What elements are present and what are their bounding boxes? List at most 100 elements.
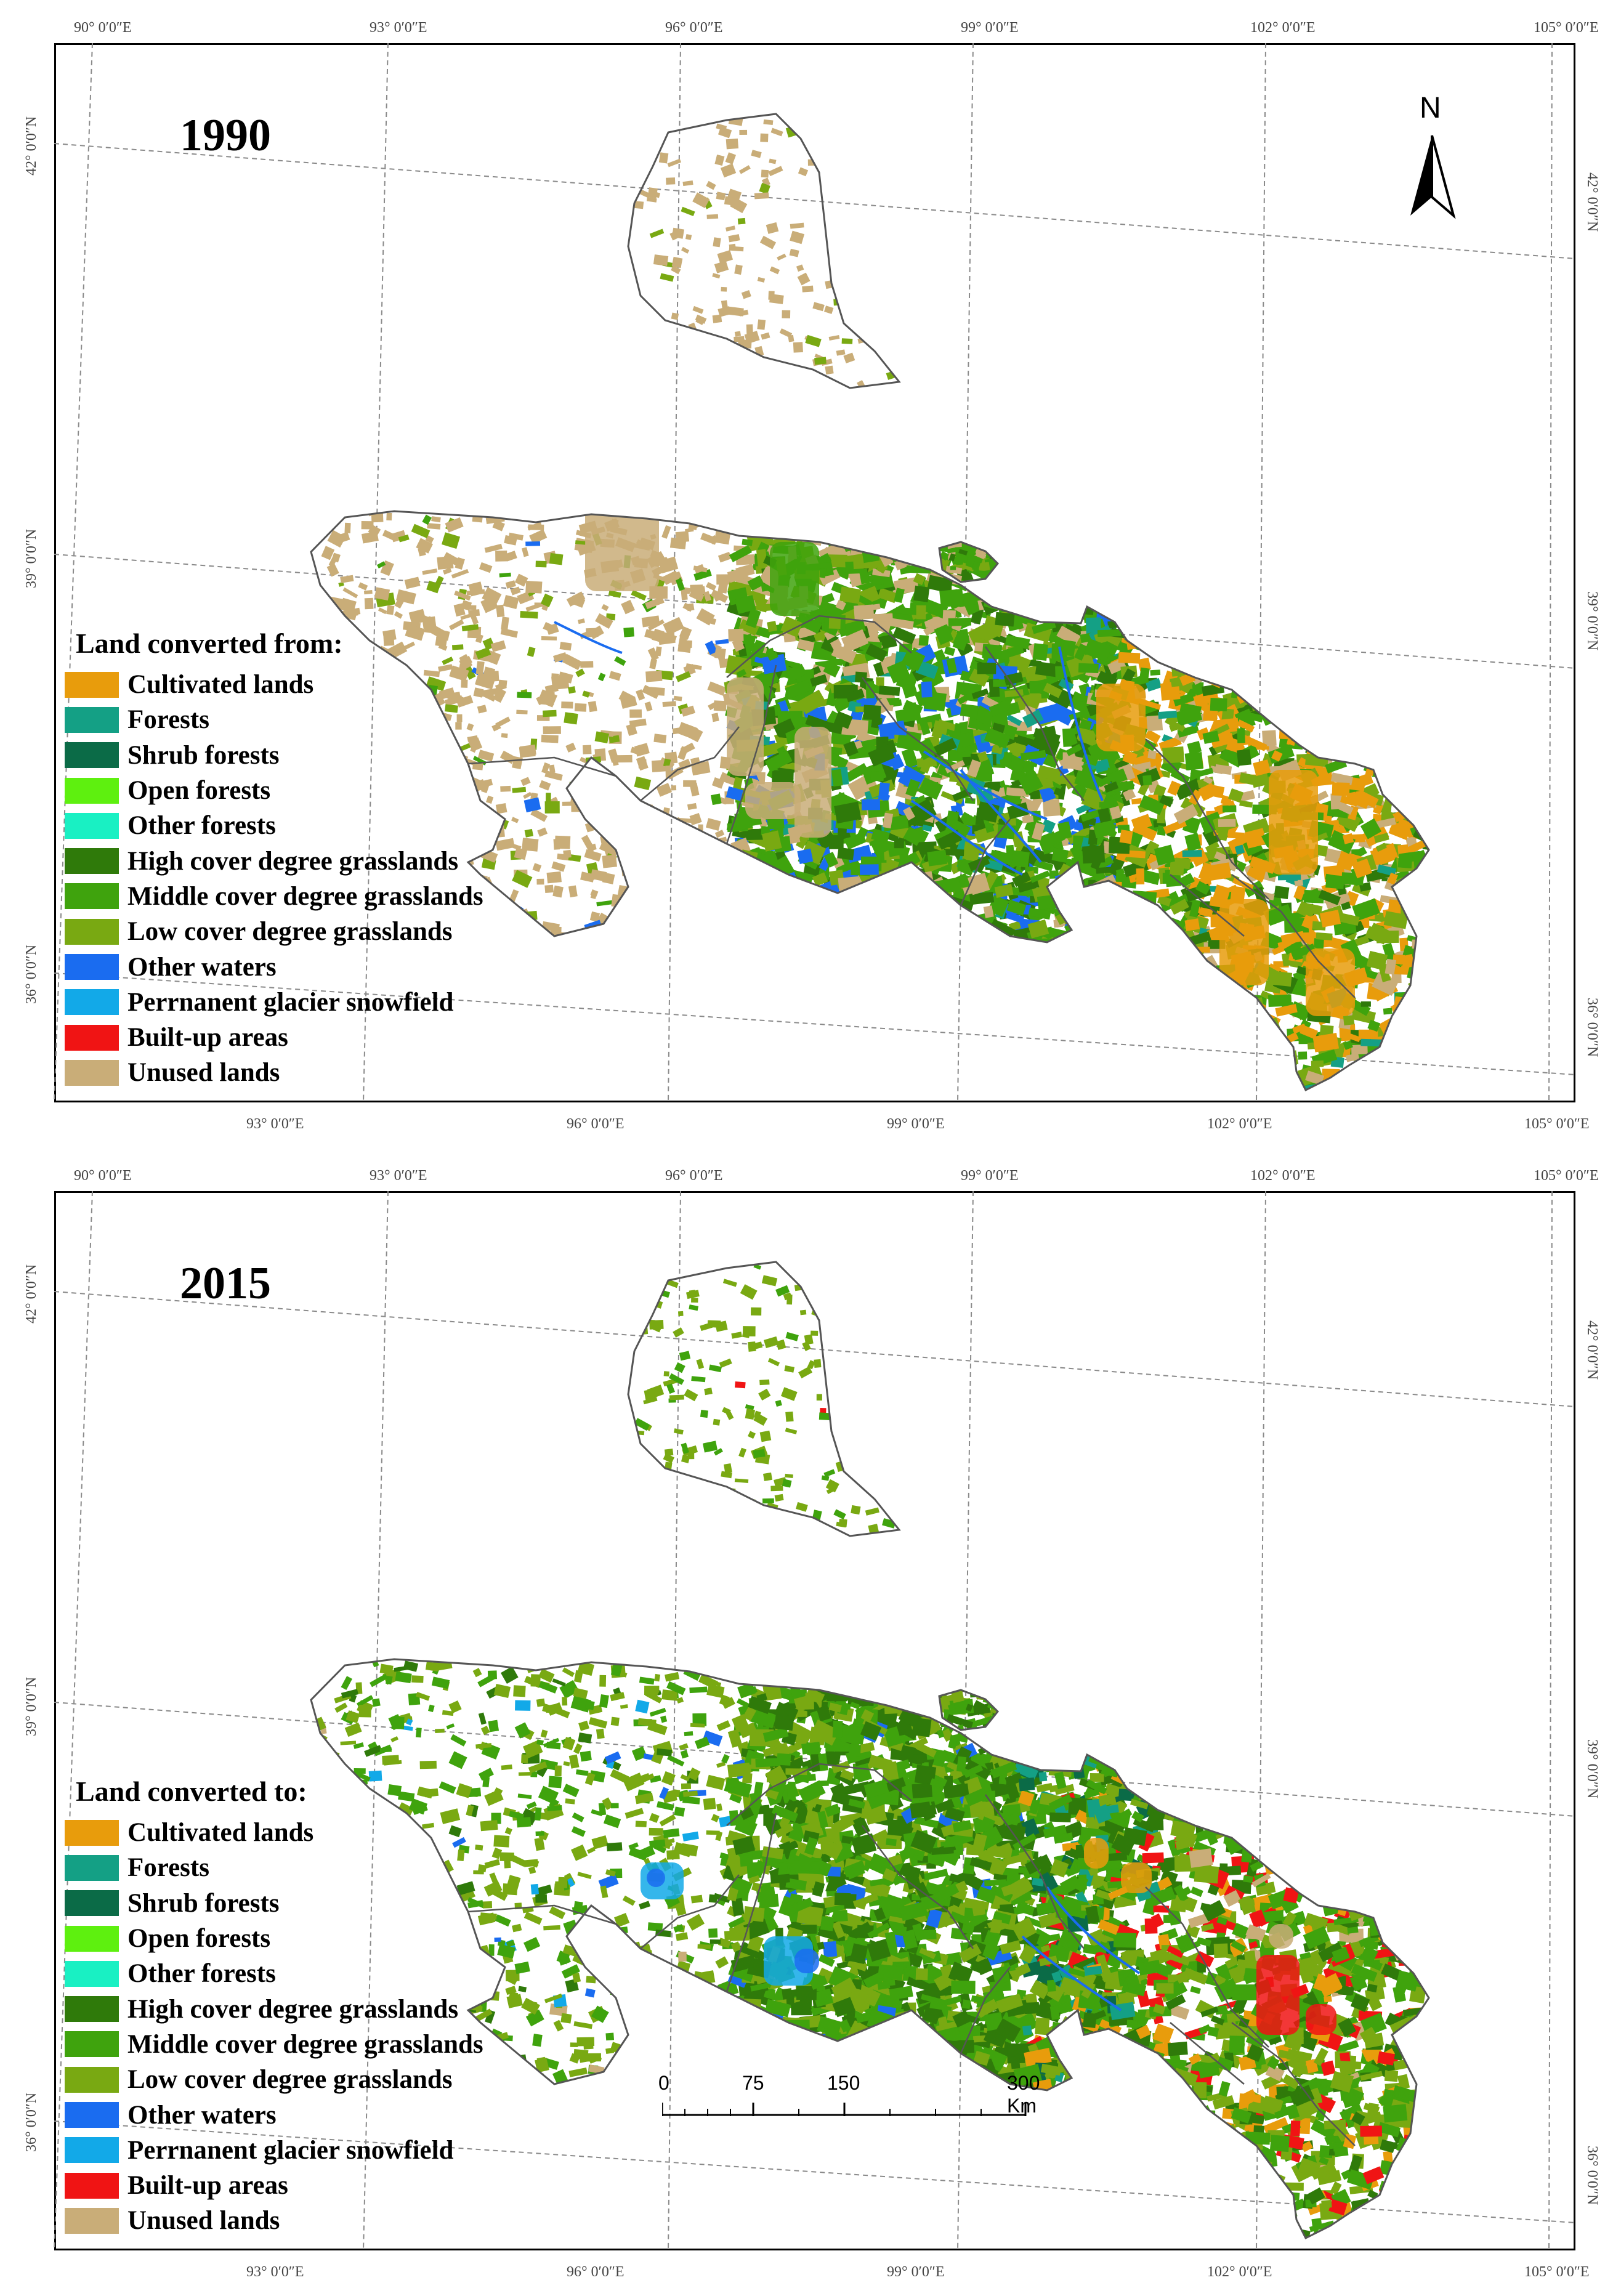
legend-item: Forests xyxy=(65,1850,483,1885)
longitude-label: 99° 0′0″E xyxy=(887,1116,945,1132)
longitude-label: 96° 0′0″E xyxy=(567,2264,625,2280)
legend-label: Built-up areas xyxy=(127,2171,288,2201)
legend-label: Perrnanent glacier snowfield xyxy=(127,987,454,1017)
longitude-label: 102° 0′0″E xyxy=(1207,2264,1272,2280)
latitude-label: 36° 0′0″N xyxy=(1584,998,1600,1057)
legend-label: Open forests xyxy=(127,1924,271,1954)
north-arrow-icon xyxy=(1410,135,1456,219)
coordinate-labels: 90° 0′0″E 93° 0′0″E 96° 0′0″E 99° 0′0″E 102°… xyxy=(23,1168,1600,2280)
legend-label: Forests xyxy=(127,1853,209,1883)
legend-label: Middle cover degree grasslands xyxy=(127,881,483,911)
legend-label: Shrub forests xyxy=(127,740,280,770)
legend-item: Unused lands xyxy=(65,2203,483,2238)
legend-item: Built-up areas xyxy=(65,1020,483,1055)
scale-label-150: 150 xyxy=(827,2072,860,2094)
legend-label: Cultivated lands xyxy=(127,1818,314,1848)
legend-swatch xyxy=(65,1854,119,1881)
latitude-label: 39° 0′0″N xyxy=(23,529,39,588)
map-panel-2015: 90° 0′0″E 93° 0′0″E 96° 0′0″E 99° 0′0″E 102°… xyxy=(0,1148,1613,2296)
latitude-label: 42° 0′0″N xyxy=(1584,1320,1600,1380)
scale-label-0: 0 xyxy=(658,2072,669,2094)
legend-title: Land converted to: xyxy=(76,1776,307,1807)
legend-label: Forests xyxy=(127,705,209,735)
longitude-label: 102° 0′0″E xyxy=(1250,1168,1316,1184)
longitude-label: 105° 0′0″E xyxy=(1524,2264,1590,2280)
legend-swatch xyxy=(65,671,119,698)
legend-swatch xyxy=(65,2031,119,2058)
rivers xyxy=(1021,1886,1141,2011)
scale-label-75: 75 xyxy=(742,2072,764,2094)
legend-label: High cover degree grasslands xyxy=(127,846,459,876)
longitude-label: 93° 0′0″E xyxy=(246,2264,304,2280)
legend-item: Cultivated lands xyxy=(65,1815,483,1850)
legend-label: Low cover degree grasslands xyxy=(127,917,453,947)
legend-swatch xyxy=(65,1890,119,1917)
legend-list: Cultivated lands Forests Shrub forests Open… xyxy=(65,667,483,1091)
legend-swatch xyxy=(65,883,119,910)
legend-swatch xyxy=(65,2102,119,2128)
legend-item: High cover degree grasslands xyxy=(65,843,483,878)
longitude-label: 105° 0′0″E xyxy=(1524,1116,1590,1132)
legend-item: Open forests xyxy=(65,1921,483,1956)
legend-item: Other waters xyxy=(65,949,483,984)
legend-swatch xyxy=(65,1960,119,1987)
scale-bar-graphic xyxy=(661,2103,1027,2116)
longitude-label: 99° 0′0″E xyxy=(887,2264,945,2280)
legend: Land converted from: Cultivated lands For… xyxy=(65,627,483,1091)
legend-swatch xyxy=(65,918,119,945)
legend-label: Shrub forests xyxy=(127,1888,280,1918)
legend-label: Unused lands xyxy=(127,1058,280,1088)
scale-bar: 0 75 150 300 Km xyxy=(658,2072,1040,2133)
legend-item: High cover degree grasslands xyxy=(65,1991,483,2026)
coordinate-labels: 90° 0′0″E 93° 0′0″E 96° 0′0″E 99° 0′0″E 102°… xyxy=(23,20,1600,1132)
scale-label-300: 300 Km xyxy=(1007,2072,1040,2117)
legend-list: Cultivated lands Forests Shrub forests Open… xyxy=(65,1815,483,2239)
longitude-label: 96° 0′0″E xyxy=(665,1168,723,1184)
legend-label: Other waters xyxy=(127,2100,277,2130)
legend-item: Open forests xyxy=(65,773,483,808)
legend-label: Low cover degree grasslands xyxy=(127,2065,453,2095)
legend-label: Other waters xyxy=(127,952,277,982)
north-letter: N xyxy=(1420,92,1441,124)
legend-item: Forests xyxy=(65,702,483,737)
latitude-label: 39° 0′0″N xyxy=(1584,1739,1600,1798)
legend-label: Cultivated lands xyxy=(127,670,314,700)
legend-swatch xyxy=(65,1059,119,1086)
legend-item: Perrnanent glacier snowfield xyxy=(65,2133,483,2168)
latitude-label: 42° 0′0″N xyxy=(23,116,39,176)
legend-swatch xyxy=(65,812,119,839)
legend-item: Low cover degree grasslands xyxy=(65,2062,483,2097)
longitude-label: 96° 0′0″E xyxy=(567,1116,625,1132)
latitude-label: 36° 0′0″N xyxy=(1584,2146,1600,2205)
legend-item: Shrub forests xyxy=(65,1886,483,1921)
latitude-label: 42° 0′0″N xyxy=(1584,172,1600,232)
longitude-label: 105° 0′0″E xyxy=(1534,1168,1599,1184)
legend-swatch xyxy=(65,742,119,769)
legend: Land converted to: Cultivated lands Fores… xyxy=(65,1775,483,2239)
legend-swatch xyxy=(65,706,119,733)
legend-swatch xyxy=(65,2207,119,2234)
legend-item: Middle cover degree grasslands xyxy=(65,879,483,914)
longitude-label: 90° 0′0″E xyxy=(74,1168,132,1184)
map-canvas: 90° 0′0″E 93° 0′0″E 96° 0′0″E 99° 0′0″E 102°… xyxy=(23,20,1600,1132)
legend-swatch xyxy=(65,1925,119,1952)
legend-label: High cover degree grasslands xyxy=(127,1994,459,2024)
legend-item: Other forests xyxy=(65,808,483,843)
longitude-label: 93° 0′0″E xyxy=(246,1116,304,1132)
legend-swatch xyxy=(65,989,119,1016)
legend-swatch xyxy=(65,848,119,875)
region-boundaries xyxy=(310,113,1430,1092)
legend-label: Perrnanent glacier snowfield xyxy=(127,2135,454,2165)
legend-label: Open forests xyxy=(127,776,271,806)
longitude-label: 93° 0′0″E xyxy=(370,20,427,36)
legend-item: Cultivated lands xyxy=(65,667,483,702)
longitude-label: 102° 0′0″E xyxy=(1207,1116,1272,1132)
legend-item: Middle cover degree grasslands xyxy=(65,2027,483,2062)
legend-label: Other forests xyxy=(127,1959,276,1989)
longitude-label: 96° 0′0″E xyxy=(665,20,723,36)
legend-item: Other forests xyxy=(65,1956,483,1991)
legend-item: Perrnanent glacier snowfield xyxy=(65,985,483,1020)
legend-swatch xyxy=(65,2137,119,2164)
longitude-label: 99° 0′0″E xyxy=(961,20,1019,36)
legend-label: Built-up areas xyxy=(127,1023,288,1053)
